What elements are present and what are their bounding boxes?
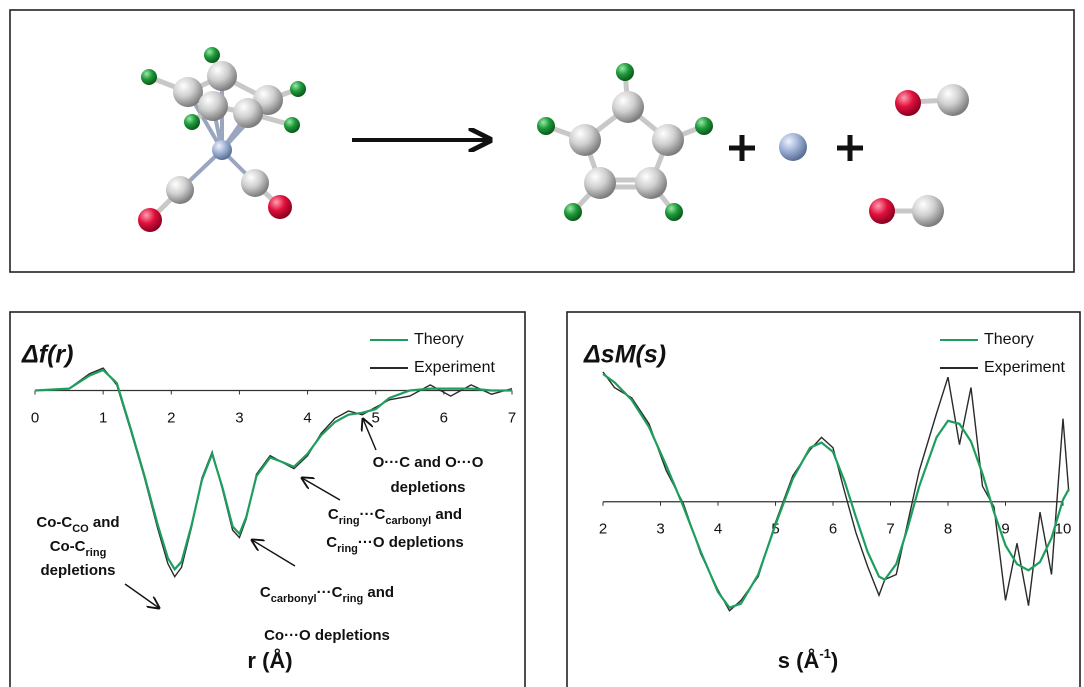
page: 01234567TheoryExperimentΔf(r)r (Å)Co-CCO… bbox=[0, 0, 1084, 687]
x-tick-label: 7 bbox=[886, 521, 894, 538]
x-axis-label: r (Å) bbox=[247, 647, 292, 673]
x-tick-label: 6 bbox=[440, 409, 448, 426]
text-segment: s (Å bbox=[778, 647, 820, 673]
annotation: Co···O depletions bbox=[264, 627, 390, 644]
text-segment: ring bbox=[337, 543, 358, 555]
plus-sign bbox=[837, 135, 863, 161]
annotation: Cring···Ccarbonyl and bbox=[328, 506, 462, 527]
text-segment: C bbox=[260, 584, 271, 601]
legend-label: Theory bbox=[984, 331, 1034, 348]
annotation-arrow bbox=[252, 540, 295, 566]
annotation: Co-Cring bbox=[50, 538, 107, 559]
data-line bbox=[603, 374, 1069, 608]
text-segment: carbonyl bbox=[271, 593, 317, 605]
annotation: Cring···O depletions bbox=[326, 534, 463, 555]
x-tick-label: 6 bbox=[829, 521, 837, 538]
carbon-monoxide bbox=[895, 84, 969, 116]
text-segment: ···O depletions bbox=[358, 534, 464, 551]
x-tick-label: 1 bbox=[99, 409, 107, 426]
x-axis-label: s (Å-1) bbox=[778, 646, 838, 673]
annotation: Co-CCO and bbox=[36, 514, 119, 535]
annotation: depletions bbox=[390, 479, 465, 496]
legend-label: Theory bbox=[414, 331, 464, 348]
scheme-frame bbox=[10, 10, 1074, 272]
text-segment: ring bbox=[342, 593, 363, 605]
reactant-molecule bbox=[138, 47, 306, 232]
annotation: O···C and O···O bbox=[373, 454, 484, 471]
annotation: Ccarbonyl···Cring and bbox=[260, 584, 394, 605]
text-segment: carbonyl bbox=[385, 515, 431, 527]
text-segment: O···C and O···O bbox=[373, 454, 484, 471]
text-segment: ···C bbox=[360, 506, 386, 523]
annotation-arrow bbox=[302, 478, 340, 500]
x-tick-label: 4 bbox=[714, 521, 722, 538]
y-axis-label: Δf(r) bbox=[21, 341, 74, 369]
cobalt-atom bbox=[779, 133, 807, 161]
plus-sign bbox=[729, 135, 755, 161]
x-tick-label: 4 bbox=[303, 409, 311, 426]
text-segment: depletions bbox=[390, 479, 465, 496]
text-segment: ···C bbox=[317, 584, 343, 601]
text-segment: Co-C bbox=[50, 538, 86, 555]
text-segment: ring bbox=[339, 515, 360, 527]
text-segment: depletions bbox=[40, 562, 115, 579]
x-tick-label: 8 bbox=[944, 521, 952, 538]
x-tick-label: 7 bbox=[508, 409, 516, 426]
annotation-arrow bbox=[125, 584, 159, 608]
text-segment: -1 bbox=[819, 646, 831, 661]
text-segment: Co···O depletions bbox=[264, 627, 390, 644]
x-tick-label: 10 bbox=[1055, 521, 1072, 538]
x-tick-label: 5 bbox=[372, 409, 380, 426]
ring-molecule bbox=[537, 63, 713, 221]
carbon-monoxide bbox=[869, 195, 944, 227]
x-tick-label: 2 bbox=[599, 521, 607, 538]
x-tick-label: 3 bbox=[235, 409, 243, 426]
figure: 01234567TheoryExperimentΔf(r)r (Å)Co-CCO… bbox=[0, 0, 1084, 687]
x-tick-label: 2 bbox=[167, 409, 175, 426]
legend-label: Experiment bbox=[414, 359, 495, 376]
annotation: depletions bbox=[40, 562, 115, 579]
text-segment: r (Å) bbox=[247, 647, 292, 673]
data-line bbox=[603, 372, 1069, 611]
text-segment: and bbox=[363, 584, 394, 601]
y-axis-label: ΔsM(s) bbox=[583, 341, 666, 369]
text-segment: CO bbox=[72, 523, 89, 535]
text-segment: C bbox=[326, 534, 337, 551]
text-segment: C bbox=[328, 506, 339, 523]
legend-label: Experiment bbox=[984, 359, 1065, 376]
text-segment: ) bbox=[831, 648, 838, 673]
x-tick-label: 0 bbox=[31, 409, 39, 426]
text-segment: ring bbox=[86, 547, 107, 559]
text-segment: and bbox=[431, 506, 462, 523]
text-segment: and bbox=[89, 514, 120, 531]
text-segment: Co-C bbox=[36, 514, 72, 531]
x-tick-label: 3 bbox=[656, 521, 664, 538]
